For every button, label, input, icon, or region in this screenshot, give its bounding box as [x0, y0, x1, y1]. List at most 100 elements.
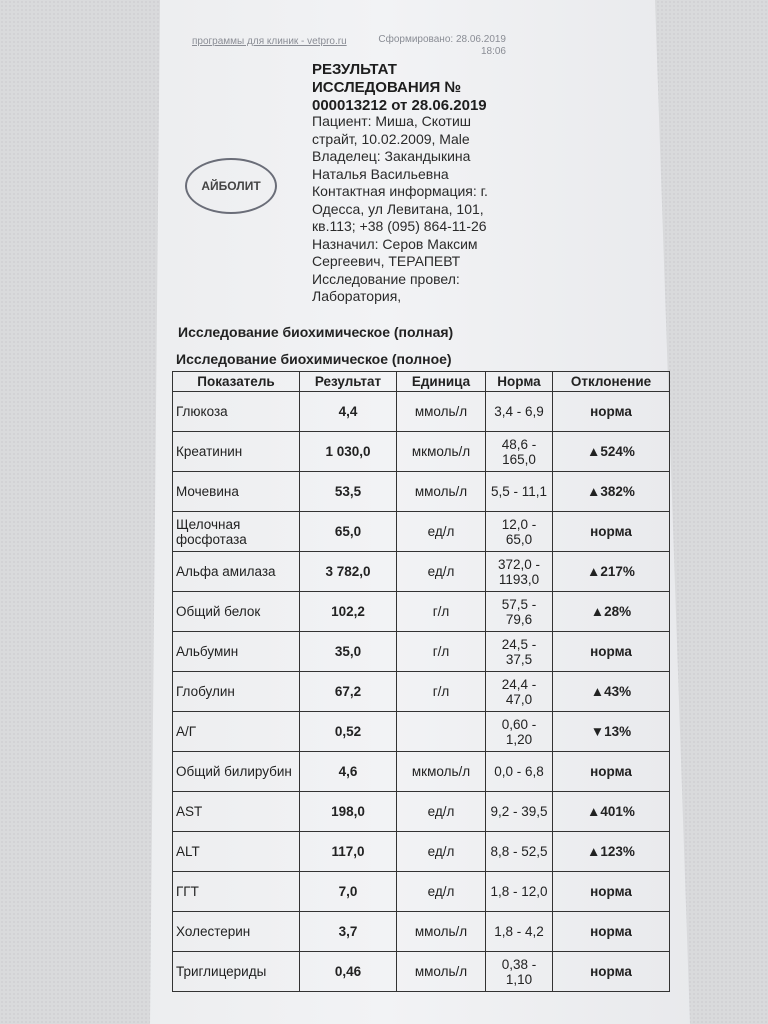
norm-range: 0,60 - 1,20: [485, 711, 553, 752]
result-value: 67,2: [299, 671, 397, 712]
unit: ед/л: [396, 551, 486, 592]
unit: ед/л: [396, 831, 486, 872]
table-row: Альфа амилаза 3 782,0 ед/л 372,0 - 1193,0 ▲2…: [172, 551, 670, 592]
norm-range: 372,0 - 1193,0: [485, 551, 553, 592]
title-line: РЕЗУЛЬТАТ: [312, 61, 397, 78]
table-header: Показатель Результат Единица Норма Отклонени…: [172, 371, 670, 392]
table-row: AST 198,0 ед/л 9,2 - 39,5 ▲401%: [172, 791, 670, 832]
info-line: Исследование провел:: [312, 270, 460, 287]
formed-date: Сформировано: 28.06.2019 18:06: [378, 34, 506, 58]
deviation: ▲217%: [552, 551, 670, 592]
param-name: Общий белок: [172, 591, 300, 632]
table-row: Триглицериды 0,46 ммоль/л 0,38 - 1,10 норма: [172, 951, 670, 992]
document-title: РЕЗУЛЬТАТ ИССЛЕДОВАНИЯ № 000013212 от 28…: [312, 61, 487, 115]
param-name: Глюкоза: [172, 391, 300, 432]
column-header: Единица: [396, 371, 486, 392]
param-name: Креатинин: [172, 431, 300, 472]
section-title: Исследование биохимическое (полная): [178, 324, 454, 340]
vendor-link[interactable]: программы для клиник - vetpro.ru: [192, 36, 347, 47]
unit: ед/л: [396, 511, 486, 552]
param-name: ГГТ: [172, 871, 300, 912]
info-line: Лаборатория,: [312, 288, 402, 304]
table-row: ALT 117,0 ед/л 8,8 - 52,5 ▲123%: [172, 831, 670, 872]
unit: мкмоль/л: [396, 751, 486, 792]
deviation: норма: [552, 951, 670, 992]
deviation: ▲524%: [552, 431, 670, 472]
info-line: Назначил: Серов Максим: [312, 235, 478, 252]
param-name: Триглицериды: [172, 951, 300, 992]
info-line: Пациент: Миша, Скотиш: [312, 113, 472, 129]
result-value: 3,7: [299, 911, 397, 952]
result-value: 117,0: [299, 831, 397, 872]
formed-time: 18:06: [480, 46, 506, 57]
param-name: Общий билирубин: [172, 751, 300, 792]
param-name: ALT: [172, 831, 300, 872]
column-header: Показатель: [172, 371, 300, 392]
deviation: норма: [552, 511, 670, 552]
info-line: Наталья Васильевна: [312, 165, 449, 182]
unit: [396, 711, 486, 752]
norm-range: 1,8 - 4,2: [485, 911, 553, 952]
unit: г/л: [396, 591, 486, 632]
norm-range: 5,5 - 11,1: [485, 471, 553, 512]
unit: ммоль/л: [396, 471, 486, 512]
patient-info: Пациент: Миша, Скотиш страйт, 10.02.2009,…: [312, 113, 552, 306]
param-name: Альфа амилаза: [172, 551, 300, 592]
deviation: ▲28%: [552, 591, 670, 632]
table-row: Общий билирубин 4,6 мкмоль/л 0,0 - 6,8 норма: [172, 751, 670, 792]
unit: ед/л: [396, 791, 486, 832]
table-row: Глобулин 67,2 г/л 24,4 - 47,0 ▲43%: [172, 671, 670, 712]
norm-range: 1,8 - 12,0: [485, 871, 553, 912]
info-line: страйт, 10.02.2009, Male: [312, 130, 470, 147]
unit: ед/л: [396, 871, 486, 912]
table-row: Креатинин 1 030,0 мкмоль/л 48,6 - 165,0 ▲524…: [172, 431, 670, 472]
unit: ммоль/л: [396, 951, 486, 992]
table-row: Холестерин 3,7 ммоль/л 1,8 - 4,2 норма: [172, 911, 670, 952]
norm-range: 57,5 - 79,6: [485, 591, 553, 632]
info-line: Контактная информация: г.: [312, 183, 488, 199]
result-value: 65,0: [299, 511, 397, 552]
table-row: Общий белок 102,2 г/л 57,5 - 79,6 ▲28%: [172, 591, 670, 632]
result-value: 4,6: [299, 751, 397, 792]
norm-range: 9,2 - 39,5: [485, 791, 553, 832]
table-row: Альбумин 35,0 г/л 24,5 - 37,5 норма: [172, 631, 670, 672]
title-line: ИССЛЕДОВАНИЯ №: [312, 79, 462, 96]
deviation: норма: [552, 391, 670, 432]
deviation: ▲401%: [552, 791, 670, 832]
info-line: Одесса, ул Левитана, 101,: [312, 200, 484, 217]
logo-text: АЙБОЛИТ: [201, 179, 261, 193]
result-value: 7,0: [299, 871, 397, 912]
results-table: Показатель Результат Единица Норма Отклонени…: [172, 371, 670, 992]
unit: ммоль/л: [396, 911, 486, 952]
deviation: норма: [552, 911, 670, 952]
param-name: Мочевина: [172, 471, 300, 512]
info-line: Сергеевич, ТЕРАПЕВТ: [312, 253, 461, 269]
param-name: А/Г: [172, 711, 300, 752]
norm-range: 0,0 - 6,8: [485, 751, 553, 792]
unit: г/л: [396, 631, 486, 672]
norm-range: 3,4 - 6,9: [485, 391, 553, 432]
norm-range: 24,5 - 37,5: [485, 631, 553, 672]
subsection-title: Исследование биохимическое (полное): [176, 351, 452, 367]
unit: мкмоль/л: [396, 431, 486, 472]
deviation: норма: [552, 871, 670, 912]
result-value: 0,46: [299, 951, 397, 992]
norm-range: 24,4 - 47,0: [485, 671, 553, 712]
deviation: норма: [552, 751, 670, 792]
norm-range: 0,38 - 1,10: [485, 951, 553, 992]
norm-range: 48,6 - 165,0: [485, 431, 553, 472]
result-value: 4,4: [299, 391, 397, 432]
table-row: Глюкоза 4,4 ммоль/л 3,4 - 6,9 норма: [172, 391, 670, 432]
clinic-logo: АЙБОЛИТ: [185, 158, 277, 214]
norm-range: 12,0 - 65,0: [485, 511, 553, 552]
column-header: Результат: [299, 371, 397, 392]
param-name: Альбумин: [172, 631, 300, 672]
result-value: 198,0: [299, 791, 397, 832]
column-header: Отклонение: [552, 371, 670, 392]
param-name: Глобулин: [172, 671, 300, 712]
result-value: 0,52: [299, 711, 397, 752]
result-value: 1 030,0: [299, 431, 397, 472]
param-name: Холестерин: [172, 911, 300, 952]
deviation: ▲43%: [552, 671, 670, 712]
result-value: 35,0: [299, 631, 397, 672]
